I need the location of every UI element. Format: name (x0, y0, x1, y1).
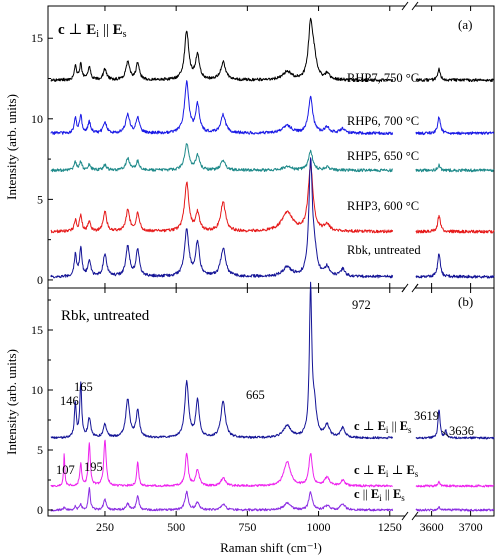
y-tick-label-b: 10 (31, 383, 43, 397)
peak-label-665: 665 (246, 388, 265, 402)
series-line-b-1-seg0 (50, 439, 393, 488)
panel-b-series (50, 281, 495, 512)
panel-b: 0 5 10 15 Rbk, untreated (b) c ⊥ Ei || Es c… (4, 281, 495, 521)
axis-break-mark-b (411, 511, 419, 521)
peak-label-3619: 3619 (414, 409, 439, 423)
panel-a-label: (a) (458, 17, 472, 32)
y-tick-label-a: 10 (31, 112, 43, 126)
series-label-rbk: Rbk, untreated (347, 243, 421, 257)
series-line-a-3-seg0 (50, 162, 394, 234)
axis-break-mark-b (401, 511, 409, 521)
series-label-rhp3: RHP3, 600 °C (347, 199, 419, 213)
x-tick-label: 3700 (459, 520, 483, 534)
x-tick-label: 750 (238, 520, 256, 534)
axis-break-gap-a (405, 2, 415, 10)
panel-a-title: c ⊥ Ei || Es (58, 22, 127, 40)
axis-break-gap-b (405, 512, 415, 520)
series-label-rhp7: RHP7, 750 °C (347, 71, 419, 85)
panel-b-ylabel: Intensity (arb. units) (4, 349, 19, 455)
series-label-rhp5: RHP5, 650 °C (347, 149, 419, 163)
x-tick-label: 500 (167, 520, 185, 534)
series-label-perp-perp: c ⊥ Ei ⊥ Es (354, 463, 419, 479)
series-line-a-4-seg0 (50, 157, 394, 279)
panel-a-ylabel: Intensity (arb. units) (4, 94, 19, 200)
y-tick-label-a: 0 (37, 273, 43, 287)
x-tick-labels: 250 500 750 1000 1250 3600 3700 (96, 520, 483, 534)
y-tick-label-a: 5 (37, 192, 43, 206)
x-tick-label: 250 (96, 520, 114, 534)
series-line-a-1-seg1 (415, 116, 495, 136)
y-tick-label-b: 15 (31, 323, 43, 337)
peak-label-165: 165 (74, 380, 93, 394)
series-line-b-0-seg0 (50, 281, 394, 440)
peak-3636-pointer (441, 430, 450, 438)
peak-label-195: 195 (84, 460, 103, 474)
x-tick-label: 1000 (307, 520, 331, 534)
axis-break-mark-a (411, 1, 419, 11)
panel-b-axes: 0 5 10 15 (31, 283, 472, 521)
axis-break-mark-b (401, 283, 409, 293)
series-line-a-1-seg0 (50, 80, 394, 136)
series-line-b-2-seg0 (50, 487, 394, 512)
series-line-a-4-seg1 (415, 253, 495, 279)
panel-b-title: Rbk, untreated (61, 308, 150, 324)
y-tick-label-b: 0 (37, 503, 43, 517)
x-tick-label: 1250 (378, 520, 402, 534)
series-line-a-2-seg1 (415, 163, 495, 173)
panel-a: 0 5 10 15 c ⊥ Ei || Es (a) RHP7, 750 °C RHP… (4, 1, 495, 293)
series-line-b-0-seg1 (415, 409, 495, 440)
series-line-a-0-seg1 (415, 67, 495, 83)
y-tick-label-b: 5 (37, 443, 43, 457)
panel-a-frame (47, 5, 495, 289)
peak-label-3636: 3636 (449, 424, 474, 438)
panel-b-label: (b) (458, 294, 473, 309)
series-line-b-2-seg1 (415, 506, 495, 512)
y-tick-label-a: 15 (31, 31, 43, 45)
series-line-a-2-seg0 (50, 143, 394, 173)
series-line-b-1-seg1 (415, 480, 495, 488)
series-label-perp-parallel: c ⊥ Ei || Es (354, 419, 412, 435)
series-line-a-0-seg0 (50, 17, 394, 82)
series-line-a-3-seg1 (415, 214, 495, 234)
panel-b-frame (47, 287, 495, 517)
axis-break-gap-b (405, 284, 415, 292)
axis-break-mark-b (411, 283, 419, 293)
panel-a-series (50, 17, 495, 279)
series-label-parallel-parallel: c || Ei || Es (354, 487, 405, 503)
peak-label-972: 972 (352, 298, 371, 312)
peak-label-146: 146 (60, 394, 79, 408)
x-axis-title: Raman shift (cm⁻¹) (220, 540, 322, 555)
axis-break-mark-a (401, 1, 409, 11)
series-label-rhp6: RHP6, 700 °C (347, 114, 419, 128)
peak-label-107: 107 (56, 463, 75, 477)
x-tick-label: 3600 (420, 520, 444, 534)
